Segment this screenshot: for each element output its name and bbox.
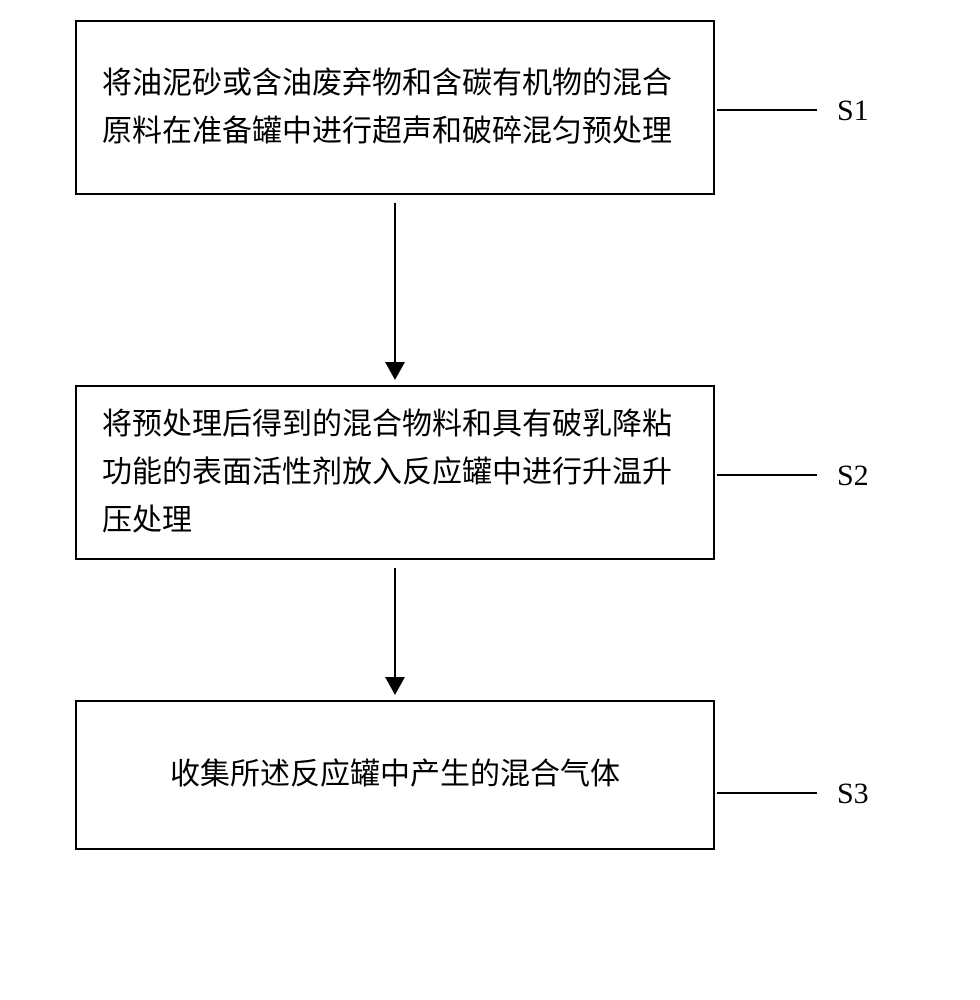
step-label-1: S1 [837,94,869,128]
flow-step-3-text: 收集所述反应罐中产生的混合气体 [170,751,620,799]
arrow-line-1 [394,203,396,378]
step-label-3: S3 [837,777,869,811]
arrow-head-1 [385,362,405,380]
step-label-2: S2 [837,459,869,493]
connector-line-3 [717,792,817,794]
arrow-line-2 [394,568,396,693]
flow-step-2-text: 将预处理后得到的混合物料和具有破乳降粘功能的表面活性剂放入反应罐中进行升温升压处… [102,401,688,545]
flow-step-2: 将预处理后得到的混合物料和具有破乳降粘功能的表面活性剂放入反应罐中进行升温升压处… [75,385,715,560]
flow-step-3: 收集所述反应罐中产生的混合气体 S3 [75,700,715,850]
arrow-head-2 [385,677,405,695]
arrow-2 [75,560,715,700]
arrow-1 [75,195,715,385]
connector-line-1 [717,109,817,111]
flowchart-container: 将油泥砂或含油废弃物和含碳有机物的混合原料在准备罐中进行超声和破碎混匀预处理 S… [75,20,905,850]
connector-line-2 [717,474,817,476]
flow-step-1-text: 将油泥砂或含油废弃物和含碳有机物的混合原料在准备罐中进行超声和破碎混匀预处理 [102,60,688,156]
flow-step-1: 将油泥砂或含油废弃物和含碳有机物的混合原料在准备罐中进行超声和破碎混匀预处理 S… [75,20,715,195]
